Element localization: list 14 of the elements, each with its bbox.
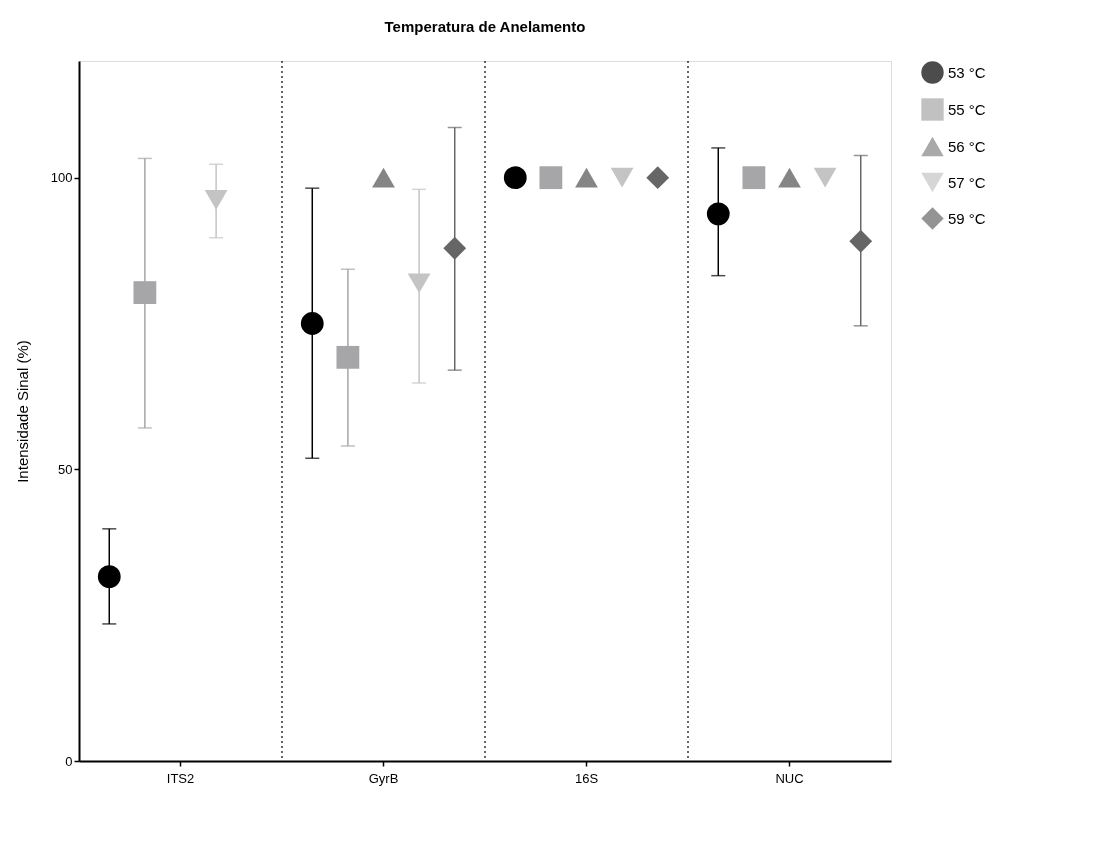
legend-label: 59 °C <box>948 209 986 227</box>
x-tick-label: NUC <box>775 770 804 786</box>
y-tick-label: 50 <box>58 461 73 477</box>
y-tick-label: 0 <box>65 753 73 769</box>
legend-label: 56 °C <box>948 137 986 155</box>
y-axis-title: Intensidade Sinal (%) <box>13 340 31 483</box>
x-tick-label: GyrB <box>368 770 399 786</box>
chart-title: Temperatura de Anelamento <box>384 18 586 36</box>
legend-label: 53 °C <box>948 63 986 81</box>
x-tick-label: 16S <box>574 770 599 786</box>
y-tick-label: 100 <box>50 170 73 186</box>
legend-label: 57 °C <box>948 173 986 191</box>
legend-label: 55 °C <box>948 100 986 118</box>
x-tick-label: ITS2 <box>166 770 195 786</box>
